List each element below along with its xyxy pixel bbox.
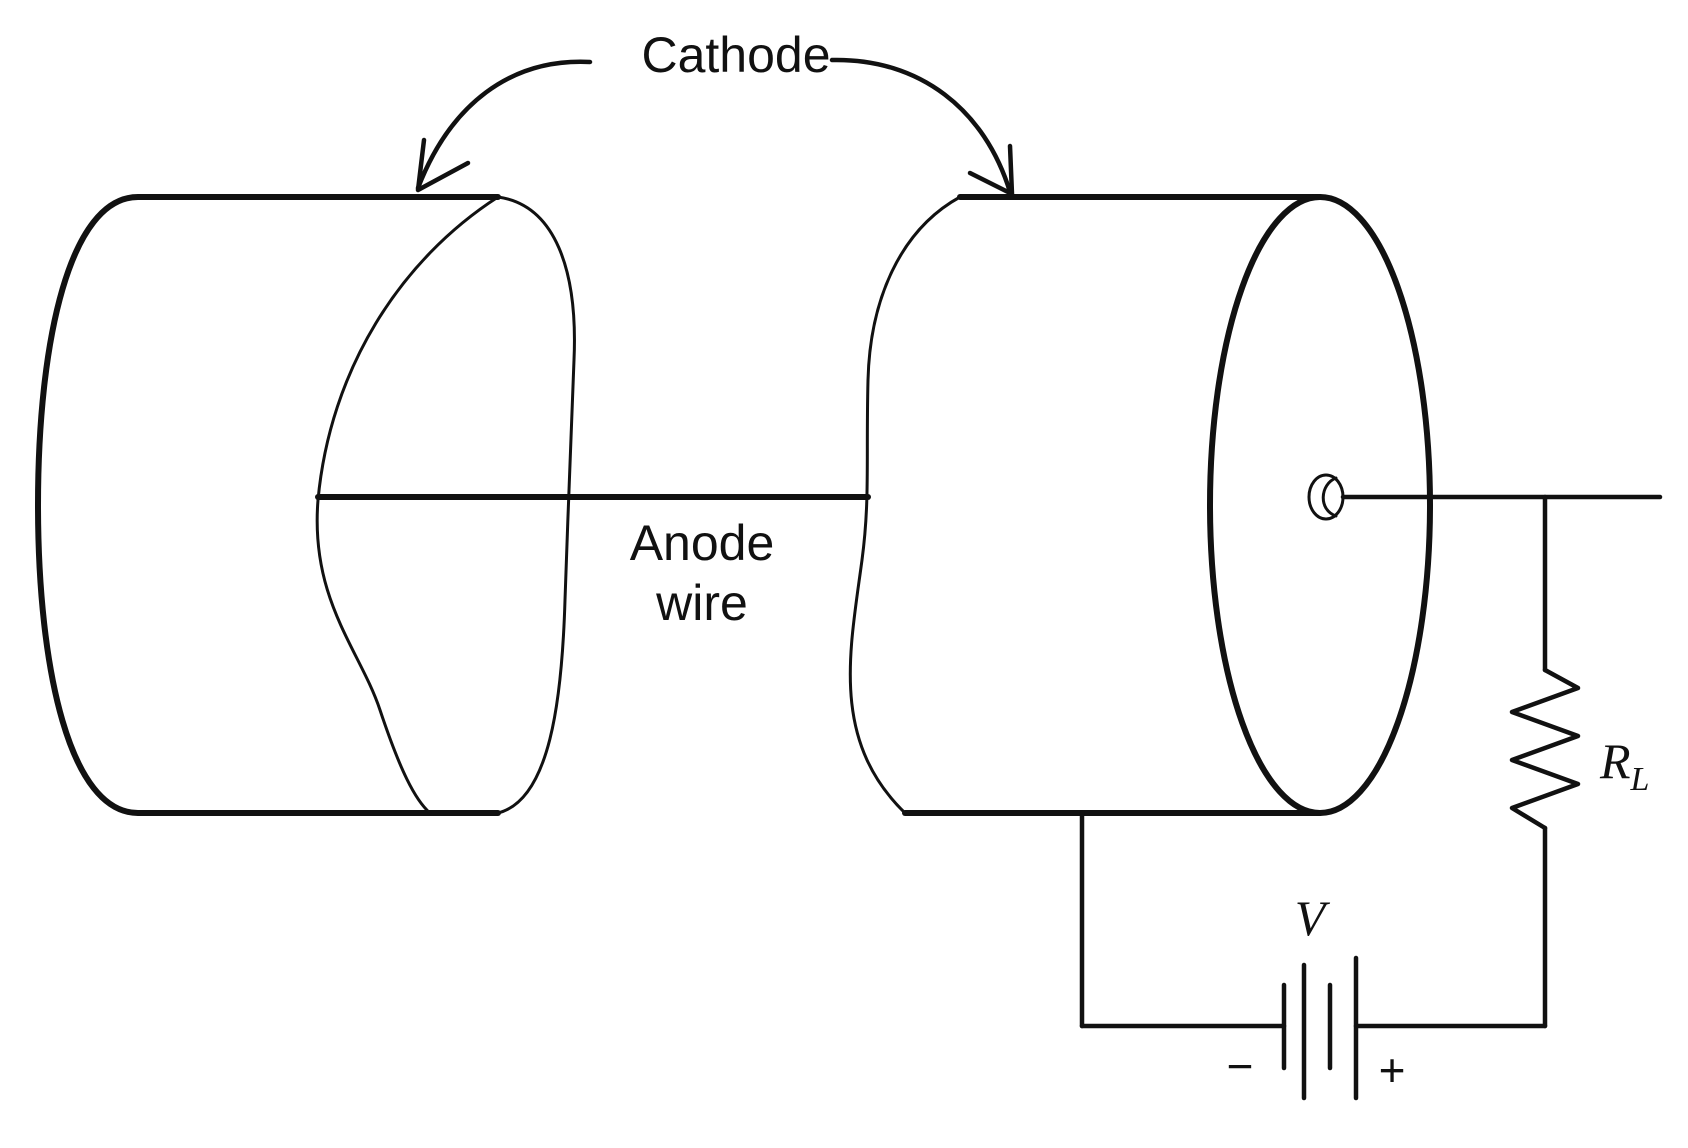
- cathode-arrowhead-right: [967, 143, 1015, 197]
- right-cylinder-cut-edge: [848, 195, 962, 815]
- left-cylinder-outline: [35, 194, 501, 816]
- battery-plus-sign: +: [1379, 1044, 1406, 1096]
- battery: [1281, 955, 1359, 1101]
- left-cathode-cylinder: [35, 194, 576, 816]
- resistor-label: RL: [1599, 733, 1649, 798]
- anode-wire: Anode wire: [315, 494, 871, 631]
- cathode-callout: Cathode: [415, 27, 1015, 197]
- insulator-feedthrough: [1307, 473, 1345, 521]
- left-cylinder-cut-edge: [496, 195, 576, 815]
- cathode-label: Cathode: [641, 27, 830, 83]
- right-cathode-cylinder: [848, 194, 1433, 816]
- left-cylinder-inner-edge: [315, 195, 500, 815]
- voltage-label: V: [1295, 890, 1331, 946]
- right-cylinder-end-face: [1207, 194, 1433, 816]
- anode-label-line1: Anode: [630, 515, 775, 571]
- cathode-arrowhead-left: [415, 137, 471, 193]
- load-resistor: [1509, 667, 1581, 831]
- anode-label-line2: wire: [655, 575, 748, 631]
- circuit: RL V − +: [1079, 494, 1663, 1101]
- cathode-arrow-right: [829, 57, 1013, 195]
- cathode-arrow-left: [415, 59, 593, 191]
- battery-minus-sign: −: [1227, 1040, 1254, 1092]
